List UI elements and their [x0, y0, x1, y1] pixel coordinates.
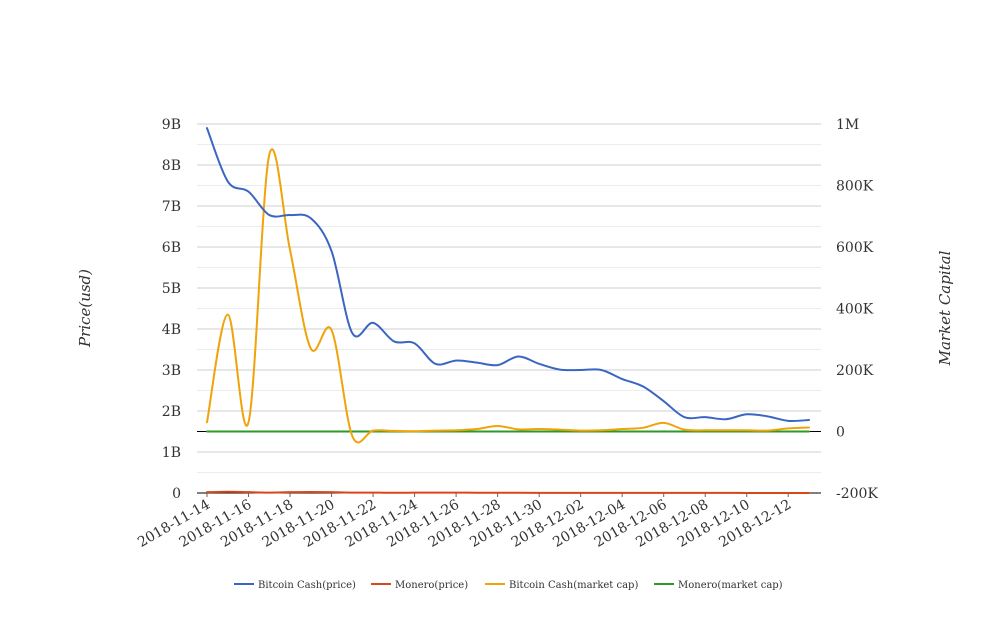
y-left-tick-label: 8B	[162, 158, 181, 174]
y-right-tick-label: 200K	[836, 363, 874, 379]
legend-label: Bitcoin Cash(market cap)	[509, 580, 638, 591]
y-left-tick-label: 4B	[162, 322, 181, 338]
y-right-tick-label: 600K	[836, 240, 874, 256]
legend-item: Monero(market cap)	[654, 580, 783, 591]
legend-label: Bitcoin Cash(price)	[258, 580, 356, 591]
series-layer	[206, 127, 810, 494]
legend-item: Bitcoin Cash(market cap)	[485, 580, 638, 591]
y-left-tick-label: 2B	[162, 404, 181, 420]
axis-layer: 0 1B 2B 3B 4B 5B 6B 7B 8B 9B -200K 0 200K 400K 600K 800…	[135, 117, 878, 551]
legend-item: Bitcoin Cash(price)	[234, 580, 356, 591]
y-right-tick-label: 800K	[836, 179, 874, 195]
y-left-tick-label: 5B	[162, 281, 181, 297]
y-right-axis-label: Market Capital	[936, 250, 954, 366]
y-left-tick-label: 9B	[162, 117, 181, 133]
legend-label: Monero(market cap)	[678, 580, 783, 591]
y-right-tick-label: 400K	[836, 302, 874, 318]
series-line-monero-price	[206, 490, 810, 494]
y-left-tick-label: 1B	[162, 445, 181, 461]
grid-layer	[197, 123, 821, 494]
y-right-tick-label: 0	[836, 425, 845, 441]
y-right-tick-label: 1M	[836, 117, 859, 133]
y-left-axis-label: Price(usd)	[76, 269, 94, 348]
legend-item: Monero(price)	[371, 580, 468, 591]
series-line-bitcoin-cash-price	[206, 127, 810, 422]
series-line-bitcoin-cash-market-cap	[206, 148, 810, 444]
y-left-tick-label: 7B	[162, 199, 181, 215]
y-right-tick-label: -200K	[836, 486, 878, 502]
legend: Bitcoin Cash(price) Monero(price) Bitcoin …	[234, 580, 783, 591]
y-left-tick-label: 0	[172, 486, 181, 502]
y-left-tick-label: 6B	[162, 240, 181, 256]
legend-label: Monero(price)	[395, 580, 468, 591]
y-left-tick-label: 3B	[162, 363, 181, 379]
